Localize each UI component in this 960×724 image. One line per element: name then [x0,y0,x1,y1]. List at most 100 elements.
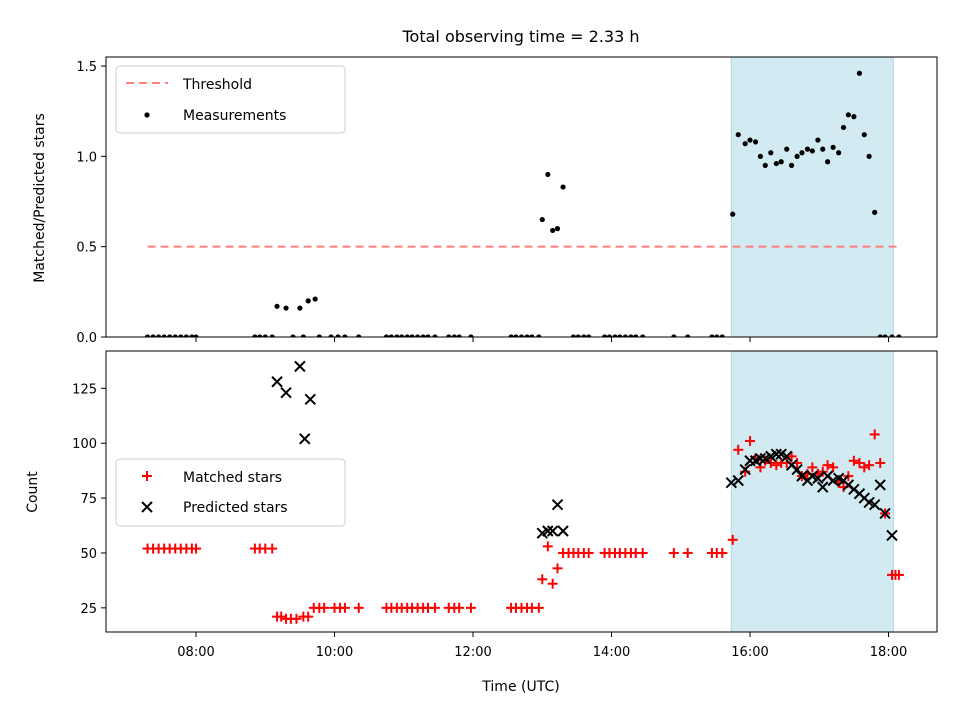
measurement-point [581,334,587,337]
measurement-point [617,334,623,337]
matched-star-point [859,462,870,473]
measurement-point [640,334,646,337]
matched-star-point [533,602,544,613]
measurement-point [830,144,836,150]
measurement-point [809,148,815,154]
predicted-star-point [551,498,564,511]
measurement-point [586,334,592,337]
predicted-star-point [304,393,316,406]
predicted-star-point [886,529,898,542]
measurement-point [570,334,577,337]
measurement-point [399,334,405,337]
predicted-star-stroke-b [874,479,886,491]
predicted-star-stroke-b [732,474,744,487]
measurement-point [815,137,821,143]
predicted-star-point [770,448,783,460]
measurement-point [788,162,795,168]
measurement-point [524,334,530,337]
measurement-point [845,112,851,118]
matched-star-point [267,543,278,554]
measurement-point [274,303,280,309]
top-y-tick-label: 0.0 [76,331,97,346]
measurement-point [794,153,800,159]
predicted-star-point [542,525,554,537]
bottom-y-tick-label: 100 [72,437,97,452]
matched-star-point [828,462,839,473]
x-tick-label: 14:00 [593,645,630,660]
matched-star-point [733,444,744,455]
matched-star-point [727,534,738,545]
measurement-point [518,334,525,337]
bottom-shaded-region [730,350,894,633]
matched-star-point [319,602,330,613]
measurement-point [409,334,415,337]
top-y-axis-label: Matched/Predicted stars [32,113,48,283]
predicted-star-stroke-b [791,463,803,476]
measurement-point [742,141,748,147]
predicted-star-stroke-b [817,481,829,493]
measurement-point [193,334,199,337]
measurement-point [804,146,811,152]
bottom-legend-box [115,458,346,527]
measurement-point [730,211,736,217]
predicted-star-stroke-b [863,496,875,509]
predicted-star-stroke-b [542,525,554,537]
bottom-y-tick-label: 75 [80,492,97,507]
top-y-tick-label: 1.0 [76,150,97,165]
predicted-legend-label: Predicted stars [183,500,288,516]
measurement-point [799,150,805,156]
measurement-point [508,334,514,337]
predicted-star-stroke-b [725,477,738,489]
measurement-point [468,334,474,337]
top-shaded-region [730,56,894,338]
predicted-star-stroke-b [770,448,783,460]
measurement-point [550,227,556,234]
measurement-point [889,334,895,337]
matched-star-point [893,569,904,580]
matched-star-point [717,547,728,558]
measurement-point [882,334,888,337]
x-tick-label: 10:00 [316,645,353,660]
top-y-tick-label: 0.5 [76,241,97,256]
measurement-point [342,334,348,337]
measurement-point [161,334,167,337]
measurement-point [167,334,173,337]
measurement-point [356,334,362,337]
matched-star-point [869,429,880,440]
measurement-point [189,334,195,337]
measurement-point [861,132,867,138]
measurement-point [252,334,258,337]
matched-star-point [745,436,756,447]
measurement-point [335,334,341,337]
measurement-point [575,334,581,337]
measurement-point [300,334,306,337]
bottom-axes-frame [105,350,938,633]
measurement-point [747,137,753,143]
matched-star-point [465,602,476,613]
x-tick-label: 08:00 [177,645,214,660]
measurement-point [671,334,677,337]
predicted-star-point [271,376,283,388]
measurement-point [290,334,296,337]
matched-star-point [771,460,782,471]
predicted-star-stroke-b [832,472,845,485]
measurement-point [425,334,431,337]
measurement-point [513,334,519,337]
measurement-point [536,334,542,337]
x-tick-label: 18:00 [870,645,907,660]
matched-star-point [786,451,797,462]
measurement-point [773,160,779,167]
measurement-point [840,124,847,131]
measurement-point [709,334,715,337]
measurement-point [896,334,902,337]
matched-star-point [191,543,202,554]
measurement-point [383,334,390,337]
matched-star-point [547,578,558,589]
measurement-point [150,334,156,337]
matched-star-point [552,563,563,574]
matched-star-point [276,611,287,622]
measurement-point [757,153,764,159]
measurement-point [752,139,759,145]
measurement-point [545,171,551,178]
